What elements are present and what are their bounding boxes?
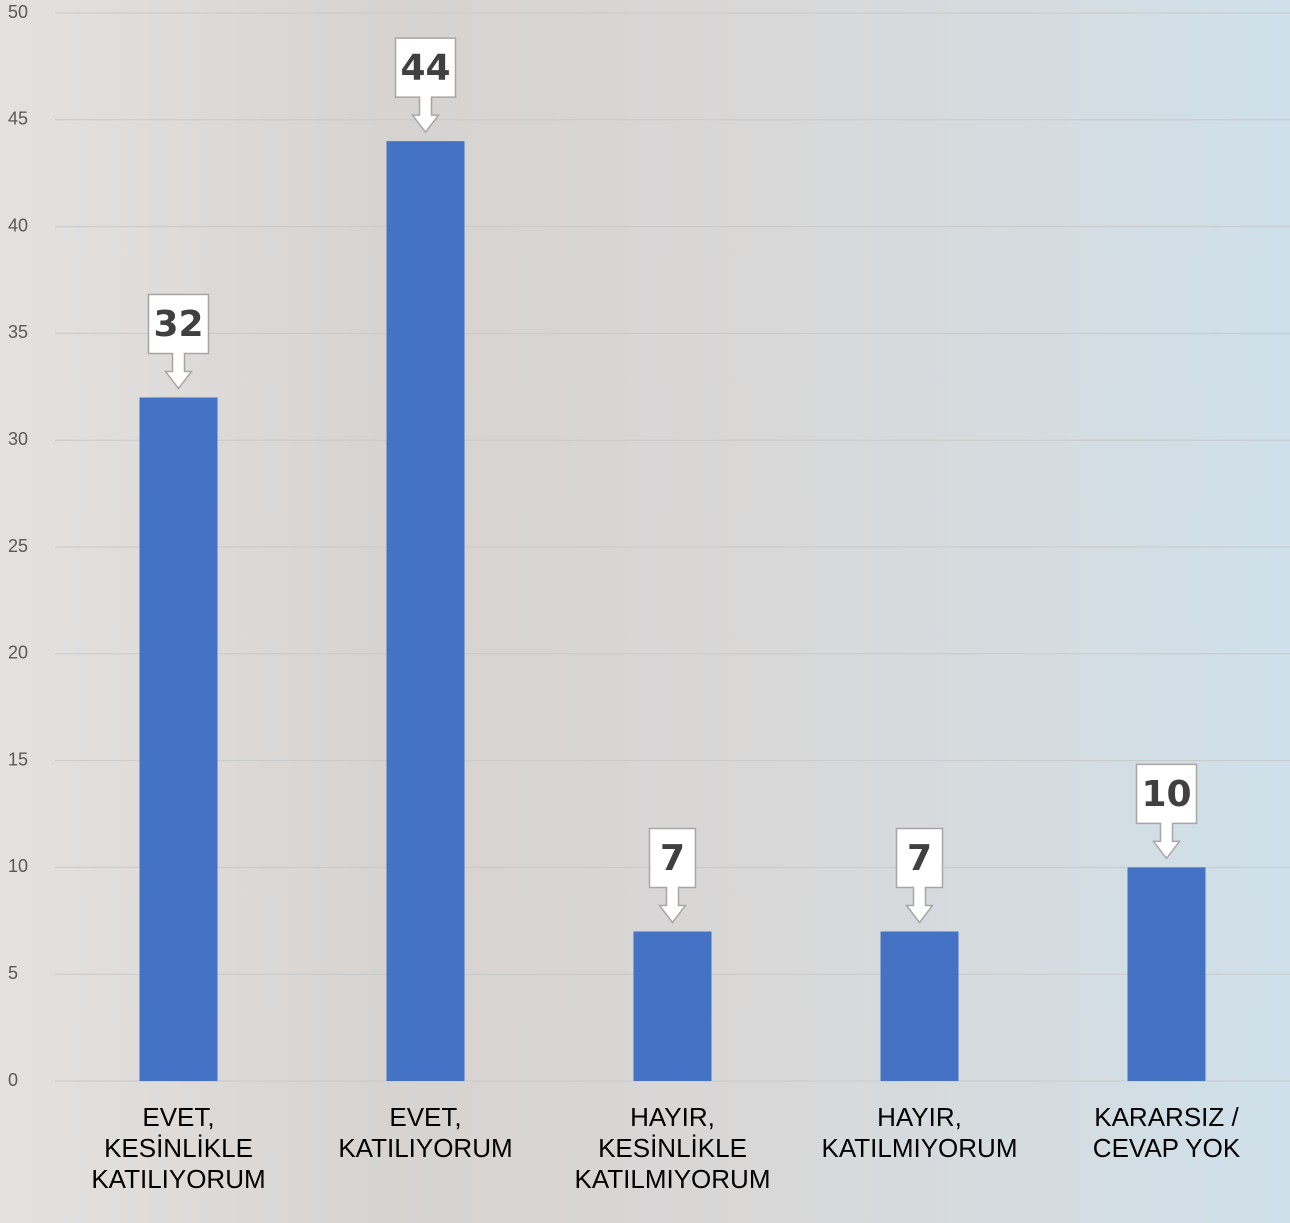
x-tick-label: EVET, KESİNLİKLE KATILIYORUM [54, 1102, 304, 1195]
bar [634, 931, 712, 1081]
bar [140, 397, 218, 1081]
y-tick-label: 50 [8, 2, 28, 22]
x-tick-label: HAYIR, KATILMIYORUM [795, 1102, 1045, 1164]
value-label: 32 [153, 304, 203, 345]
bar [881, 931, 959, 1081]
y-tick-label: 20 [8, 643, 28, 663]
data-label: 7 [897, 828, 943, 922]
value-label: 44 [400, 48, 450, 89]
y-tick-label: 35 [8, 322, 28, 342]
y-tick-label: 15 [8, 749, 28, 769]
y-tick-label: 45 [8, 109, 28, 129]
y-tick-label: 30 [8, 429, 28, 449]
chart: 0 5 10 15 20 25 30 35 40 45 50 32 44 7 7 10 EVET, KESİN… [0, 0, 1290, 1223]
data-label: 10 [1137, 764, 1197, 858]
bar [1128, 867, 1206, 1081]
y-tick-label: 0 [8, 1070, 18, 1090]
bar [387, 141, 465, 1081]
x-tick-label: HAYIR, KESİNLİKLE KATILMIYORUM [548, 1102, 798, 1195]
data-label: 44 [396, 38, 456, 132]
y-tick-label: 40 [8, 215, 28, 235]
data-label: 32 [149, 294, 209, 388]
x-tick-label: EVET, KATILIYORUM [301, 1102, 551, 1164]
y-tick-label: 10 [8, 856, 28, 876]
plot: 0 5 10 15 20 25 30 35 40 45 50 32 44 7 7 10 [0, 0, 1290, 1223]
y-tick-label: 25 [8, 536, 28, 556]
x-tick-label: KARARSIZ / CEVAP YOK [1042, 1102, 1290, 1164]
value-label: 7 [660, 838, 685, 879]
value-label: 10 [1141, 774, 1191, 815]
data-label: 7 [650, 828, 696, 922]
y-tick-label: 5 [8, 963, 18, 983]
value-label: 7 [907, 838, 932, 879]
